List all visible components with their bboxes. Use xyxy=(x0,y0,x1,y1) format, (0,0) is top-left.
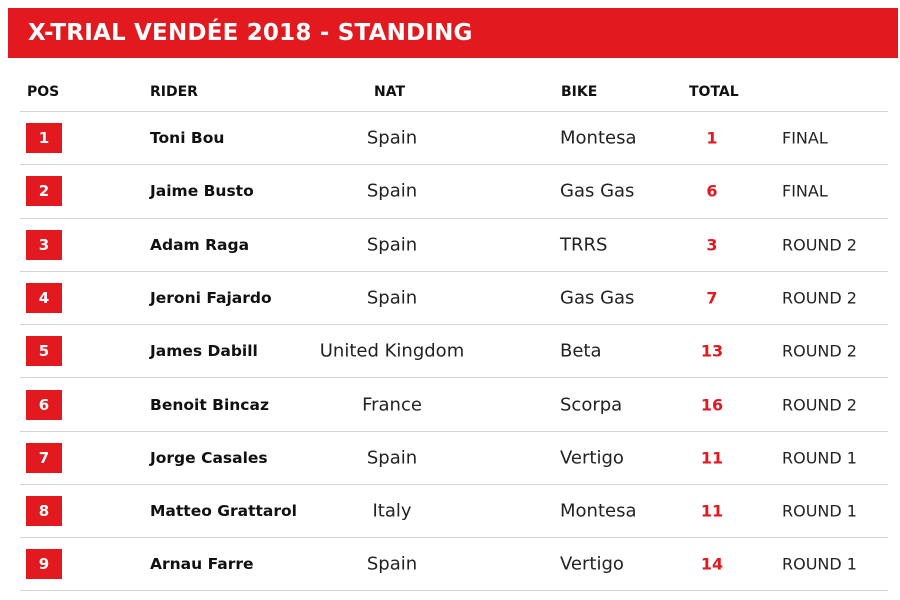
standings-table: POS RIDER NAT BIKE TOTAL 1 Toni Bou Spai… xyxy=(0,74,900,591)
rider-total: 16 xyxy=(700,395,724,415)
rider-name: Arnau Farre xyxy=(150,555,254,574)
rider-nationality: Spain xyxy=(366,553,418,575)
position-badge: 7 xyxy=(26,442,62,473)
rider-name: Benoit Bincaz xyxy=(150,395,269,414)
rider-stage: ROUND 2 xyxy=(782,235,857,255)
rider-name: Matteo Grattarol xyxy=(150,502,297,521)
rider-bike: Scorpa xyxy=(560,394,623,416)
position-badge: 1 xyxy=(26,123,62,154)
rider-stage: ROUND 2 xyxy=(782,288,857,308)
rider-total: 7 xyxy=(706,288,718,308)
rider-stage: FINAL xyxy=(782,181,828,201)
rider-bike: Vertigo xyxy=(560,553,624,575)
table-body: 1 Toni Bou Spain Montesa 1 FINAL 2 Jaime… xyxy=(0,111,900,591)
rider-nationality: Spain xyxy=(366,127,418,149)
rider-nationality: United Kingdom xyxy=(319,340,465,362)
rider-stage: ROUND 1 xyxy=(782,448,857,468)
table-row: 7 Jorge Casales Spain Vertigo 11 ROUND 1 xyxy=(20,430,888,484)
rider-nationality: Spain xyxy=(366,180,418,202)
rider-bike: Gas Gas xyxy=(560,180,635,202)
rider-name: James Dabill xyxy=(150,342,258,361)
rider-stage: ROUND 1 xyxy=(782,554,857,574)
rider-bike: TRRS xyxy=(560,234,608,256)
position-badge: 9 xyxy=(26,549,62,580)
position-badge: 6 xyxy=(26,389,62,420)
rider-nationality: Spain xyxy=(366,287,418,309)
rider-bike: Vertigo xyxy=(560,447,624,469)
table-row: 8 Matteo Grattarol Italy Montesa 11 ROUN… xyxy=(20,484,888,537)
position-badge: 5 xyxy=(26,336,62,367)
rider-total: 11 xyxy=(700,501,724,521)
table-row: 5 James Dabill United Kingdom Beta 13 RO… xyxy=(20,324,888,377)
rider-name: Jeroni Fajardo xyxy=(150,289,272,308)
rider-nationality: Spain xyxy=(366,447,418,469)
position-badge: 3 xyxy=(26,229,62,260)
rider-nationality: France xyxy=(362,394,422,416)
header-total: TOTAL xyxy=(689,84,739,100)
table-row: 1 Toni Bou Spain Montesa 1 FINAL xyxy=(20,111,888,164)
standings-title-bar: X-TRIAL VENDÉE 2018 - STANDING xyxy=(8,8,898,58)
position-badge: 4 xyxy=(26,283,62,314)
rider-total: 1 xyxy=(706,128,718,148)
rider-nationality: Italy xyxy=(372,500,412,522)
page-title: X-TRIAL VENDÉE 2018 - STANDING xyxy=(28,20,473,46)
position-badge: 8 xyxy=(26,496,62,527)
header-nat: NAT xyxy=(374,84,406,100)
table-header: POS RIDER NAT BIKE TOTAL xyxy=(0,74,900,111)
rider-total: 3 xyxy=(706,235,718,255)
rider-name: Jaime Busto xyxy=(150,182,254,201)
rider-name: Adam Raga xyxy=(150,235,250,254)
rider-nationality: Spain xyxy=(366,234,418,256)
table-row: 3 Adam Raga Spain TRRS 3 ROUND 2 xyxy=(20,217,888,271)
rider-total: 11 xyxy=(700,448,724,468)
rider-bike: Montesa xyxy=(560,500,637,522)
table-row: 2 Jaime Busto Spain Gas Gas 6 FINAL xyxy=(20,164,888,217)
table-row: 4 Jeroni Fajardo Spain Gas Gas 7 ROUND 2 xyxy=(20,270,888,324)
rider-stage: FINAL xyxy=(782,128,828,148)
rider-total: 13 xyxy=(700,341,724,361)
header-rider: RIDER xyxy=(150,84,198,100)
rider-bike: Beta xyxy=(560,340,602,362)
rider-total: 14 xyxy=(700,554,724,574)
table-row: 9 Arnau Farre Spain Vertigo 14 ROUND 1 xyxy=(20,537,888,591)
rider-bike: Gas Gas xyxy=(560,287,635,309)
rider-total: 6 xyxy=(706,181,718,201)
header-bike: BIKE xyxy=(561,84,598,100)
rider-stage: ROUND 1 xyxy=(782,501,857,521)
rider-name: Toni Bou xyxy=(150,129,225,148)
table-row: 6 Benoit Bincaz France Scorpa 16 ROUND 2 xyxy=(20,377,888,430)
rider-name: Jorge Casales xyxy=(150,448,268,467)
rider-stage: ROUND 2 xyxy=(782,395,857,415)
position-badge: 2 xyxy=(26,176,62,207)
rider-stage: ROUND 2 xyxy=(782,341,857,361)
header-pos: POS xyxy=(27,84,60,100)
rider-bike: Montesa xyxy=(560,127,637,149)
